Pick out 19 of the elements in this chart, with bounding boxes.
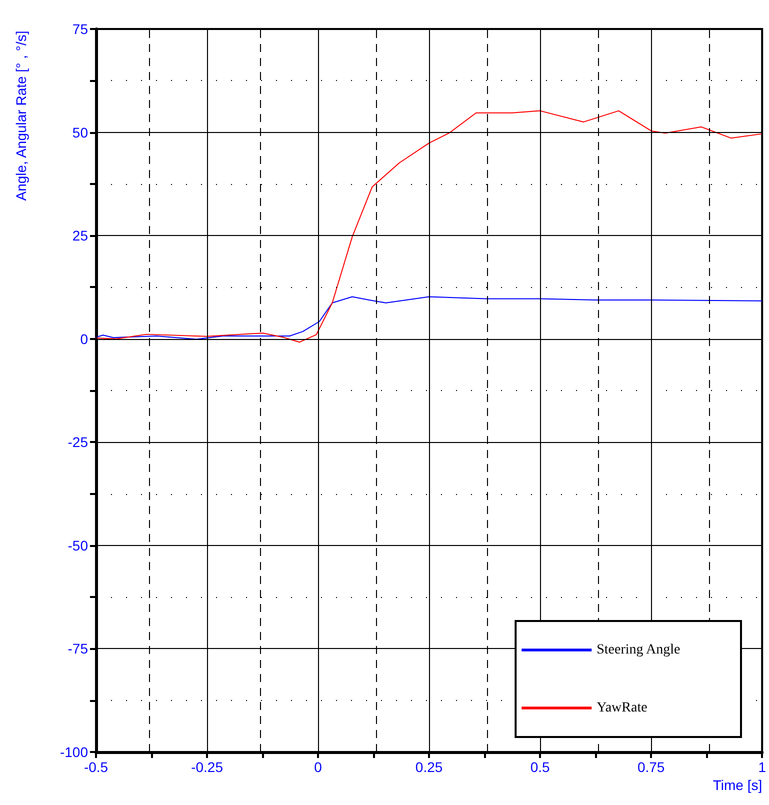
x-tick-label: -0.5 [84, 759, 108, 775]
y-tick-label: 75 [72, 21, 88, 37]
y-tick-label: 50 [72, 124, 88, 140]
x-tick-label: 0.25 [415, 759, 443, 775]
x-tick-label: 0.5 [530, 759, 550, 775]
x-tick-label: -0.25 [191, 759, 224, 775]
y-tick-label: -100 [60, 744, 88, 760]
y-axis-title: Angle, Angular Rate [° , °/s] [13, 30, 29, 201]
x-tick-label: 1 [758, 759, 766, 775]
legend-label: YawRate [596, 700, 648, 716]
x-tick-label: 0.75 [637, 759, 665, 775]
y-tick-label: 25 [72, 228, 88, 244]
y-tick-label: -25 [68, 434, 88, 450]
y-tick-label: -50 [68, 537, 88, 554]
x-tick-label: 0 [314, 759, 322, 775]
y-tick-label: 0 [80, 330, 88, 347]
legend-label: Steering Angle [596, 642, 680, 658]
y-tick-label: -75 [68, 640, 88, 657]
x-axis-title: Time [s] [712, 777, 762, 793]
